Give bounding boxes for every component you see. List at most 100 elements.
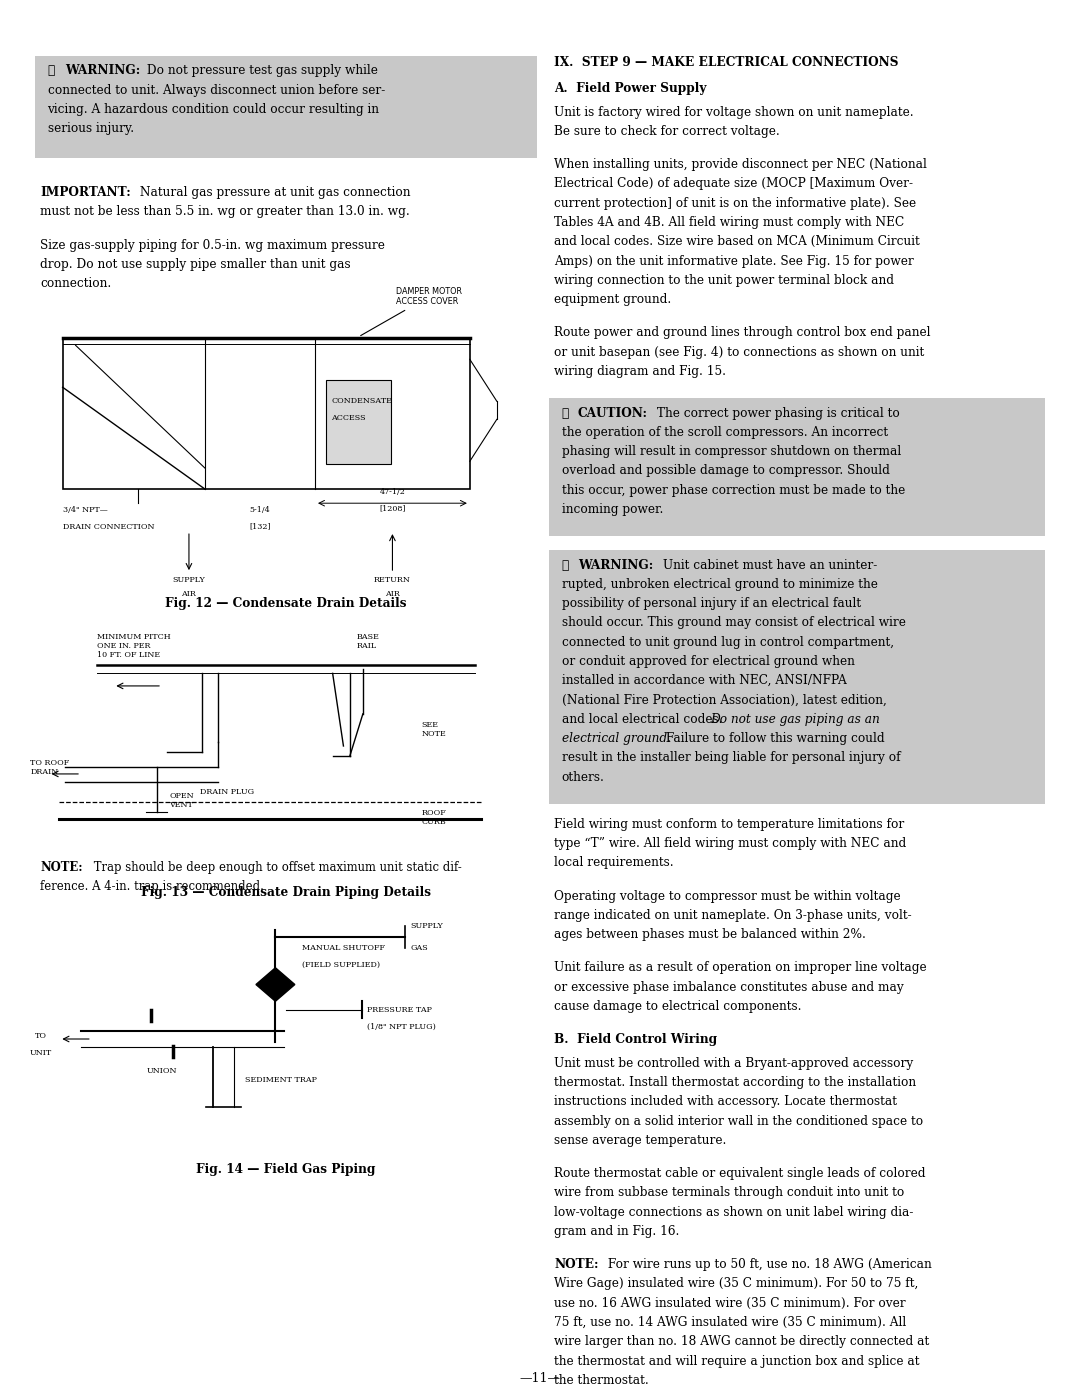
Text: drop. Do not use supply pipe smaller than unit gas: drop. Do not use supply pipe smaller tha…: [40, 258, 351, 271]
Text: RETURN: RETURN: [374, 576, 410, 584]
Text: the thermostat.: the thermostat.: [554, 1373, 649, 1387]
Text: instructions included with accessory. Locate thermostat: instructions included with accessory. Lo…: [554, 1095, 897, 1108]
Text: installed in accordance with NEC, ANSI/NFPA: installed in accordance with NEC, ANSI/N…: [562, 675, 847, 687]
Text: assembly on a solid interior wall in the conditioned space to: assembly on a solid interior wall in the…: [554, 1115, 923, 1127]
Text: 5-1/4: 5-1/4: [249, 506, 270, 514]
Text: The correct power phasing is critical to: The correct power phasing is critical to: [653, 407, 900, 419]
Text: low-voltage connections as shown on unit label wiring dia-: low-voltage connections as shown on unit…: [554, 1206, 914, 1218]
Text: equipment ground.: equipment ground.: [554, 293, 672, 306]
Text: WARNING:: WARNING:: [578, 559, 653, 571]
Text: electrical ground.: electrical ground.: [562, 732, 671, 745]
Text: serious injury.: serious injury.: [48, 122, 134, 136]
Text: Route power and ground lines through control box end panel: Route power and ground lines through con…: [554, 327, 931, 339]
Text: wire from subbase terminals through conduit into unit to: wire from subbase terminals through cond…: [554, 1186, 904, 1200]
Text: Route thermostat cable or equivalent single leads of colored: Route thermostat cable or equivalent sin…: [554, 1166, 926, 1180]
Text: Unit cabinet must have an uninter-: Unit cabinet must have an uninter-: [659, 559, 877, 571]
Text: Size gas-supply piping for 0.5-in. wg maximum pressure: Size gas-supply piping for 0.5-in. wg ma…: [40, 239, 384, 251]
Text: ages between phases must be balanced within 2%.: ages between phases must be balanced wit…: [554, 928, 866, 942]
Text: should occur. This ground may consist of electrical wire: should occur. This ground may consist of…: [562, 616, 905, 630]
Text: PRESSURE TAP: PRESSURE TAP: [367, 1006, 432, 1014]
Text: or excessive phase imbalance constitutes abuse and may: or excessive phase imbalance constitutes…: [554, 981, 904, 993]
Text: thermostat. Install thermostat according to the installation: thermostat. Install thermostat according…: [554, 1076, 916, 1090]
Text: Fig. 13 — Condensate Drain Piping Details: Fig. 13 — Condensate Drain Piping Detail…: [140, 886, 431, 898]
Text: sense average temperature.: sense average temperature.: [554, 1134, 727, 1147]
Text: or conduit approved for electrical ground when: or conduit approved for electrical groun…: [562, 655, 854, 668]
Text: the thermostat and will require a junction box and splice at: the thermostat and will require a juncti…: [554, 1355, 919, 1368]
Text: possibility of personal injury if an electrical fault: possibility of personal injury if an ele…: [562, 597, 861, 610]
FancyBboxPatch shape: [35, 56, 537, 158]
Text: ⚠: ⚠: [48, 64, 55, 77]
Text: connected to unit. Always disconnect union before ser-: connected to unit. Always disconnect uni…: [48, 84, 384, 96]
Text: Unit failure as a result of operation on improper line voltage: Unit failure as a result of operation on…: [554, 961, 927, 975]
Text: Fig. 12 — Condensate Drain Details: Fig. 12 — Condensate Drain Details: [165, 597, 406, 610]
Bar: [63, 338, 470, 489]
Text: (National Fire Protection Association), latest edition,: (National Fire Protection Association), …: [562, 693, 887, 707]
Text: 75 ft, use no. 14 AWG insulated wire (35 C minimum). All: 75 ft, use no. 14 AWG insulated wire (35…: [554, 1316, 906, 1329]
Text: TO: TO: [35, 1032, 48, 1039]
Text: SEDIMENT TRAP: SEDIMENT TRAP: [245, 1076, 318, 1084]
Text: Unit is factory wired for voltage shown on unit nameplate.: Unit is factory wired for voltage shown …: [554, 106, 914, 119]
Text: ference. A 4-in. trap is recommended.: ference. A 4-in. trap is recommended.: [40, 880, 264, 893]
Text: current protection] of unit is on the informative plate). See: current protection] of unit is on the in…: [554, 197, 916, 210]
Text: [1208]: [1208]: [379, 504, 406, 513]
Text: WARNING:: WARNING:: [65, 64, 140, 77]
Text: IMPORTANT:: IMPORTANT:: [40, 186, 131, 200]
Text: AIR: AIR: [181, 590, 197, 598]
Text: wiring diagram and Fig. 15.: wiring diagram and Fig. 15.: [554, 365, 726, 379]
Text: Electrical Code) of adequate size (MOCP [Maximum Over-: Electrical Code) of adequate size (MOCP …: [554, 177, 913, 190]
Text: overload and possible damage to compressor. Should: overload and possible damage to compress…: [562, 464, 890, 478]
Text: wire larger than no. 18 AWG cannot be directly connected at: wire larger than no. 18 AWG cannot be di…: [554, 1336, 929, 1348]
Text: range indicated on unit nameplate. On 3-phase units, volt-: range indicated on unit nameplate. On 3-…: [554, 909, 912, 922]
Text: AIR: AIR: [384, 590, 400, 598]
Text: and local electrical codes.: and local electrical codes.: [562, 712, 726, 726]
Bar: [326, 380, 391, 464]
Text: ROOF
CURB: ROOF CURB: [421, 809, 446, 826]
Text: Field wiring must conform to temperature limitations for: Field wiring must conform to temperature…: [554, 817, 904, 831]
Text: (FIELD SUPPLIED): (FIELD SUPPLIED): [302, 961, 380, 968]
Text: SEE
NOTE: SEE NOTE: [421, 721, 446, 738]
Text: TO ROOF
DRAIN: TO ROOF DRAIN: [30, 759, 69, 775]
Text: Fig. 14 — Field Gas Piping: Fig. 14 — Field Gas Piping: [195, 1164, 376, 1176]
Text: Unit must be controlled with a Bryant-approved accessory: Unit must be controlled with a Bryant-ap…: [554, 1056, 914, 1070]
Text: Amps) on the unit informative plate. See Fig. 15 for power: Amps) on the unit informative plate. See…: [554, 254, 914, 268]
Text: rupted, unbroken electrical ground to minimize the: rupted, unbroken electrical ground to mi…: [562, 578, 877, 591]
Text: 3/4" NPT—: 3/4" NPT—: [63, 506, 107, 514]
Text: When installing units, provide disconnect per NEC (National: When installing units, provide disconnec…: [554, 158, 927, 172]
FancyBboxPatch shape: [549, 398, 1045, 536]
Text: UNIT: UNIT: [30, 1049, 52, 1056]
Text: use no. 16 AWG insulated wire (35 C minimum). For over: use no. 16 AWG insulated wire (35 C mini…: [554, 1296, 906, 1310]
Text: UNION: UNION: [147, 1067, 177, 1074]
Text: gram and in Fig. 16.: gram and in Fig. 16.: [554, 1225, 679, 1238]
Text: Do not use gas piping as an: Do not use gas piping as an: [711, 712, 880, 726]
FancyBboxPatch shape: [549, 550, 1045, 803]
Text: connection.: connection.: [40, 277, 111, 291]
Text: phasing will result in compressor shutdown on thermal: phasing will result in compressor shutdo…: [562, 446, 901, 458]
Text: 47-1/2: 47-1/2: [379, 488, 405, 496]
Text: NOTE:: NOTE:: [554, 1259, 598, 1271]
Polygon shape: [256, 968, 295, 1002]
Text: DRAIN PLUG: DRAIN PLUG: [200, 788, 254, 796]
Text: Natural gas pressure at unit gas connection: Natural gas pressure at unit gas connect…: [136, 186, 410, 200]
Text: A.  Field Power Supply: A. Field Power Supply: [554, 82, 706, 95]
Text: and local codes. Size wire based on MCA (Minimum Circuit: and local codes. Size wire based on MCA …: [554, 235, 920, 249]
Text: CAUTION:: CAUTION:: [578, 407, 648, 419]
Text: OPEN
VENT: OPEN VENT: [170, 792, 194, 809]
Text: or unit basepan (see Fig. 4) to connections as shown on unit: or unit basepan (see Fig. 4) to connecti…: [554, 345, 924, 359]
Text: connected to unit ground lug in control compartment,: connected to unit ground lug in control …: [562, 636, 894, 648]
Text: Failure to follow this warning could: Failure to follow this warning could: [662, 732, 885, 745]
Text: cause damage to electrical components.: cause damage to electrical components.: [554, 1000, 801, 1013]
Text: [132]: [132]: [249, 522, 271, 531]
Text: Wire Gage) insulated wire (35 C minimum). For 50 to 75 ft,: Wire Gage) insulated wire (35 C minimum)…: [554, 1277, 918, 1291]
Text: wiring connection to the unit power terminal block and: wiring connection to the unit power term…: [554, 274, 894, 286]
Text: the operation of the scroll compressors. An incorrect: the operation of the scroll compressors.…: [562, 426, 888, 439]
Text: For wire runs up to 50 ft, use no. 18 AWG (American: For wire runs up to 50 ft, use no. 18 AW…: [604, 1259, 931, 1271]
Text: —11—: —11—: [519, 1372, 561, 1384]
Text: SUPPLY: SUPPLY: [410, 922, 443, 930]
Text: DRAIN CONNECTION: DRAIN CONNECTION: [63, 522, 154, 531]
Text: Operating voltage to compressor must be within voltage: Operating voltage to compressor must be …: [554, 890, 901, 902]
Text: DAMPER MOTOR
ACCESS COVER: DAMPER MOTOR ACCESS COVER: [361, 286, 462, 335]
Text: Do not pressure test gas supply while: Do not pressure test gas supply while: [143, 64, 377, 77]
Text: Be sure to check for correct voltage.: Be sure to check for correct voltage.: [554, 124, 780, 138]
Text: must not be less than 5.5 in. wg or greater than 13.0 in. wg.: must not be less than 5.5 in. wg or grea…: [40, 205, 409, 218]
Text: this occur, power phase correction must be made to the: this occur, power phase correction must …: [562, 483, 905, 497]
